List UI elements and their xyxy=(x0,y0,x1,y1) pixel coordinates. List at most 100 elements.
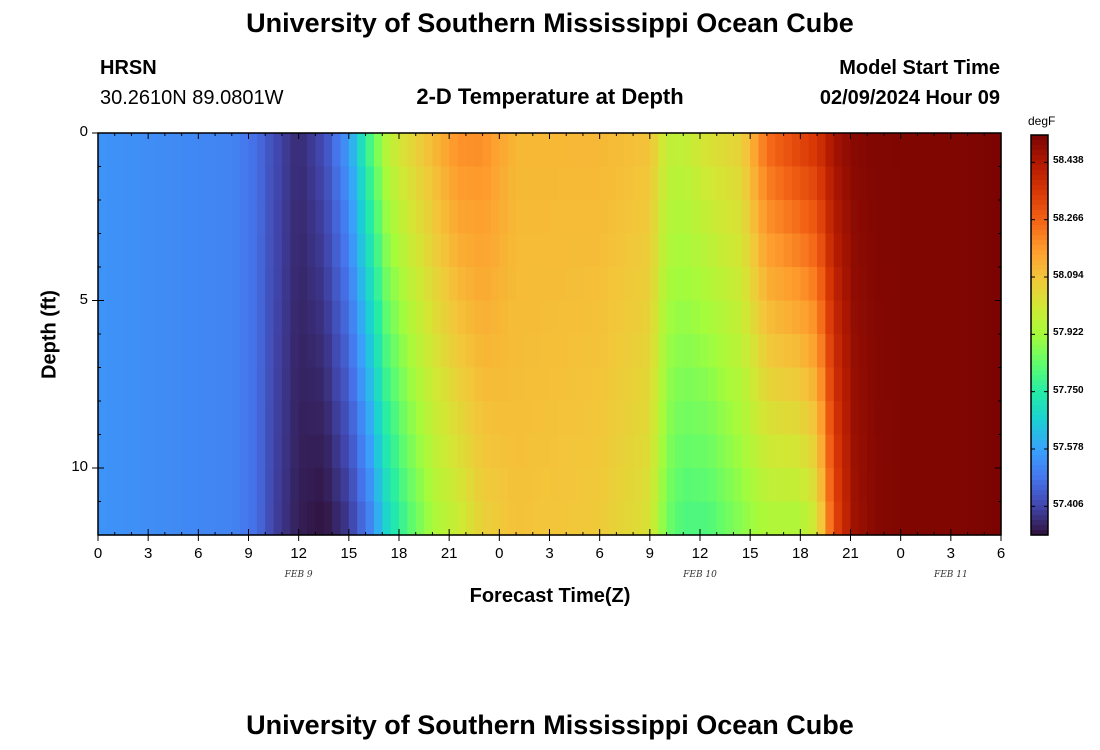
heatmap-cell xyxy=(524,501,534,536)
heatmap-cell xyxy=(240,434,250,469)
heatmap-cell xyxy=(900,233,910,268)
heatmap-cell xyxy=(98,468,107,503)
heatmap-cell xyxy=(925,300,935,335)
x-tick-label: 6 xyxy=(595,545,604,562)
heatmap-cell xyxy=(516,367,526,402)
heatmap-cell xyxy=(658,367,668,402)
heatmap-cell xyxy=(114,334,124,369)
heatmap-cell xyxy=(725,200,735,235)
colorbar-segment xyxy=(1031,290,1048,296)
heatmap-cell xyxy=(173,367,183,402)
heatmap-cell xyxy=(357,468,367,503)
heatmap-cell xyxy=(641,434,651,469)
heatmap-cell xyxy=(984,267,994,302)
heatmap-cell xyxy=(432,401,442,436)
heatmap-cell xyxy=(566,300,576,335)
heatmap-cell xyxy=(557,300,567,335)
heatmap-cell xyxy=(582,401,592,436)
heatmap-cell xyxy=(775,367,785,402)
heatmap-cell xyxy=(373,501,383,536)
colorbar-segment xyxy=(1031,285,1048,291)
heatmap-cell xyxy=(198,233,208,268)
y-tick-label: 0 xyxy=(79,123,88,140)
colorbar-segment xyxy=(1031,170,1048,176)
heatmap-cell xyxy=(114,434,124,469)
heatmap-cell xyxy=(549,501,559,536)
heatmap-cell xyxy=(817,300,827,335)
heatmap-cell xyxy=(925,267,935,302)
heatmap-cell xyxy=(407,133,417,168)
heatmap-cell xyxy=(950,401,960,436)
heatmap-cell xyxy=(181,267,191,302)
heatmap-cell xyxy=(975,334,985,369)
colorbar-segment xyxy=(1031,210,1048,216)
heatmap-cell xyxy=(189,200,199,235)
heatmap-cell xyxy=(323,367,333,402)
heatmap-cell xyxy=(215,166,225,201)
heatmap-cell xyxy=(432,300,442,335)
heatmap-cell xyxy=(791,334,801,369)
heatmap-cell xyxy=(440,133,450,168)
heatmap-cell xyxy=(181,434,191,469)
heatmap-cell xyxy=(440,468,450,503)
heatmap-cell xyxy=(858,434,868,469)
heatmap-cell xyxy=(892,133,902,168)
heatmap-cell xyxy=(315,434,325,469)
heatmap-cell xyxy=(106,434,116,469)
heatmap-cell xyxy=(883,300,893,335)
heatmap-cell xyxy=(833,166,843,201)
heatmap-cell xyxy=(875,434,885,469)
heatmap-cell xyxy=(290,267,300,302)
heatmap-cell xyxy=(139,300,149,335)
heatmap-cell xyxy=(833,468,843,503)
heatmap-cell xyxy=(532,133,542,168)
y-axis-ticks xyxy=(92,132,1001,536)
heatmap-cell xyxy=(524,200,534,235)
heatmap-cell xyxy=(750,401,760,436)
heatmap-cell xyxy=(599,267,609,302)
heatmap-cell xyxy=(925,334,935,369)
heatmap-cell xyxy=(574,334,584,369)
heatmap-cell xyxy=(357,166,367,201)
heatmap-cell xyxy=(741,367,751,402)
heatmap-cell xyxy=(281,200,291,235)
colorbar-segment xyxy=(1031,260,1048,266)
heatmap-cell xyxy=(248,401,258,436)
heatmap-cell xyxy=(373,200,383,235)
heatmap-cell xyxy=(674,166,684,201)
heatmap-cell xyxy=(415,233,425,268)
heatmap-cell xyxy=(415,468,425,503)
heatmap-cell xyxy=(248,434,258,469)
heatmap-cell xyxy=(332,501,342,536)
heatmap-cell xyxy=(691,300,701,335)
heatmap-cell xyxy=(465,367,475,402)
heatmap-cell xyxy=(507,401,517,436)
heatmap-cell xyxy=(424,267,434,302)
heatmap-cell xyxy=(131,434,141,469)
heatmap-cell xyxy=(842,401,852,436)
heatmap-cell xyxy=(766,501,776,536)
heatmap-cell xyxy=(307,334,316,369)
colorbar-segment xyxy=(1031,145,1048,151)
colorbar-tick-label: 58.438 xyxy=(1053,155,1084,167)
heatmap-cell xyxy=(608,233,617,268)
heatmap-cell xyxy=(909,300,918,335)
heatmap-cell xyxy=(532,166,542,201)
heatmap-cell xyxy=(959,233,969,268)
heatmap-cell xyxy=(256,267,266,302)
heatmap-cell xyxy=(390,267,400,302)
heatmap-cell xyxy=(909,334,918,369)
heatmap-cell xyxy=(758,468,768,503)
heatmap-cell xyxy=(465,334,475,369)
heatmap-cell xyxy=(633,166,643,201)
heatmap-cell xyxy=(691,267,701,302)
heatmap-cell xyxy=(708,468,718,503)
heatmap-cell xyxy=(98,367,107,402)
heatmap-cell xyxy=(399,166,408,201)
heatmap-cell xyxy=(700,200,709,235)
heatmap-cell xyxy=(825,300,835,335)
heatmap-cell xyxy=(465,133,475,168)
heatmap-cell xyxy=(842,133,852,168)
heatmap-cell xyxy=(875,300,885,335)
heatmap-cell xyxy=(800,267,810,302)
